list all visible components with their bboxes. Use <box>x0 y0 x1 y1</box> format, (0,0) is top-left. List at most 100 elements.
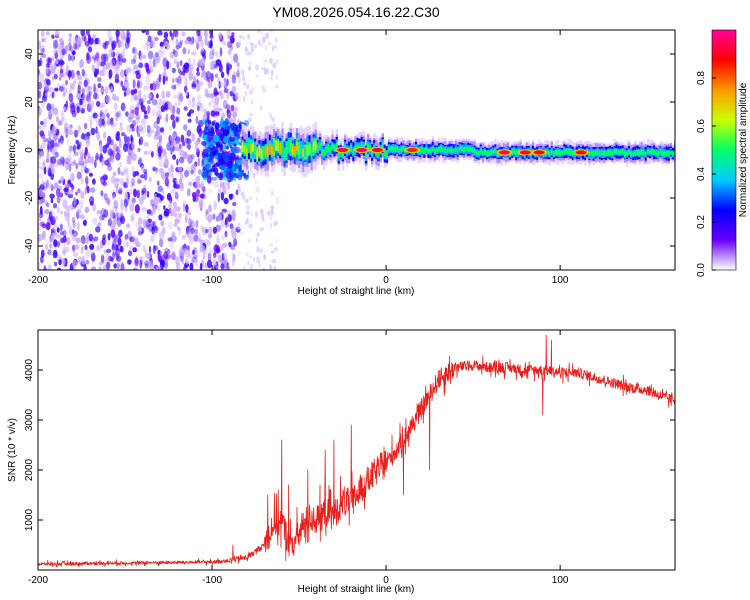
spectrogram-cell <box>172 145 175 152</box>
spectrogram-cell <box>248 88 252 95</box>
spectrogram-cell <box>207 80 213 89</box>
snr-x-tick-label: 0 <box>383 575 389 586</box>
spectrogram-cell <box>123 134 128 143</box>
spectrogram-cell <box>49 182 53 190</box>
spectrogram-cell <box>244 119 250 127</box>
spectrogram-cell <box>42 197 46 204</box>
spectrogram-cell <box>127 147 133 156</box>
spectrogram-cell <box>191 154 195 160</box>
spectrogram-cell <box>567 149 570 155</box>
spectrogram-cell <box>51 56 55 61</box>
spectrogram-cell <box>130 109 135 114</box>
spectrogram-cell <box>287 140 290 152</box>
spectrogram-cell <box>158 266 162 270</box>
spectrogram-cell <box>72 80 76 86</box>
spectrogram-cell <box>88 249 92 257</box>
spectrogram-cell <box>186 137 190 144</box>
spectrogram-cell <box>394 146 397 152</box>
spectrogram-cell <box>208 101 212 107</box>
spectrogram-cell <box>124 75 128 83</box>
spectrogram-cell <box>225 171 232 179</box>
spectrogram-cell <box>64 44 70 52</box>
spectrogram-cell <box>184 137 189 144</box>
spectrogram-cell <box>49 62 54 69</box>
spectrogram-cell <box>157 265 161 270</box>
spectrogram-cell <box>156 77 161 87</box>
spectrogram-cell <box>110 117 114 126</box>
spectrogram-cell <box>158 48 164 54</box>
spectrogram-cell <box>75 102 81 111</box>
spectrogram-cell <box>369 145 372 152</box>
spectrogram-cell <box>97 83 102 89</box>
spectrogram-cell <box>230 228 234 234</box>
spectrogram-cell <box>262 88 267 93</box>
spectrogram-cell <box>208 204 212 213</box>
spectrogram-cell <box>38 221 42 231</box>
spectrogram-cell <box>565 148 568 155</box>
spectrogram-cell <box>45 222 51 231</box>
spectrogram-cell <box>218 81 224 88</box>
spectrogram-cell <box>106 162 112 167</box>
spectrogram-cell <box>192 249 195 255</box>
spectrogram-cell <box>226 262 229 268</box>
spectrogram-cell <box>139 255 144 260</box>
spectrogram-cell <box>97 220 101 227</box>
spectrogram-cell <box>64 183 69 193</box>
spectrogram-cell <box>115 252 119 261</box>
spectrogram-cell <box>185 251 191 258</box>
spectrogram-cell <box>231 113 236 123</box>
spectrogram-cell <box>274 247 278 252</box>
spectrogram-cell <box>446 148 449 154</box>
spectrogram-cell <box>100 254 105 264</box>
spectrogram-cell <box>596 149 600 156</box>
spectrogram-cell <box>74 166 79 173</box>
spectrogram-cell <box>105 95 111 104</box>
spectrogram-cell <box>202 148 210 154</box>
spectrogram-cell <box>174 217 179 224</box>
spectrogram-cell <box>55 206 59 212</box>
spectrogram-cell <box>211 121 216 126</box>
spectrogram-cell <box>636 150 639 156</box>
spectrogram-cell <box>64 79 69 86</box>
spectrogram-cell <box>56 134 61 140</box>
spectrogram-cell <box>196 30 201 37</box>
spectrogram-cell <box>149 58 153 68</box>
spectrogram-cell <box>144 249 148 259</box>
spectrogram-cell <box>84 41 90 47</box>
spectrogram-cell <box>140 126 146 134</box>
spectrogram-cell <box>91 55 97 60</box>
spectrogram-cell <box>77 125 81 133</box>
spectrogram-cell <box>106 265 110 270</box>
spectrogram-cell <box>99 143 103 153</box>
spectrogram-cell <box>271 116 275 123</box>
spectrogram-cell <box>173 58 178 65</box>
spectrogram-cell <box>118 188 123 194</box>
spectrogram-cell <box>619 149 623 155</box>
spectrogram-cell <box>163 210 168 217</box>
spectrogram-cell <box>170 114 175 121</box>
spectrogram-cell <box>53 261 58 267</box>
spectrogram-cell <box>135 222 138 227</box>
spectrogram-cell <box>177 212 182 219</box>
spectrogram-cell <box>318 142 322 149</box>
spectrogram-cell <box>221 208 228 213</box>
spectrogram-cell <box>94 159 97 169</box>
spectrogram-cell <box>88 91 92 96</box>
spectrogram-cell <box>270 69 274 77</box>
spectrogram-cell <box>224 159 232 168</box>
spectrogram-cell <box>202 185 206 194</box>
spectrogram-cell <box>196 125 202 134</box>
spectrogram-hot-spot-core <box>533 150 545 155</box>
spectrogram-cell <box>114 73 120 83</box>
spectrogram-cell <box>129 104 135 115</box>
spectrogram-cell <box>659 149 662 154</box>
spectrogram-cell <box>246 199 249 204</box>
spectrogram-cell <box>337 151 341 158</box>
spectrogram-cell <box>661 150 664 156</box>
spectrogram-cell <box>106 181 110 187</box>
spectrogram-cell <box>238 41 242 47</box>
spectrogram-cell <box>54 87 59 92</box>
spectrogram-cell <box>381 142 384 149</box>
spectrogram-cell <box>226 66 230 75</box>
spectrogram-cell <box>152 221 156 231</box>
